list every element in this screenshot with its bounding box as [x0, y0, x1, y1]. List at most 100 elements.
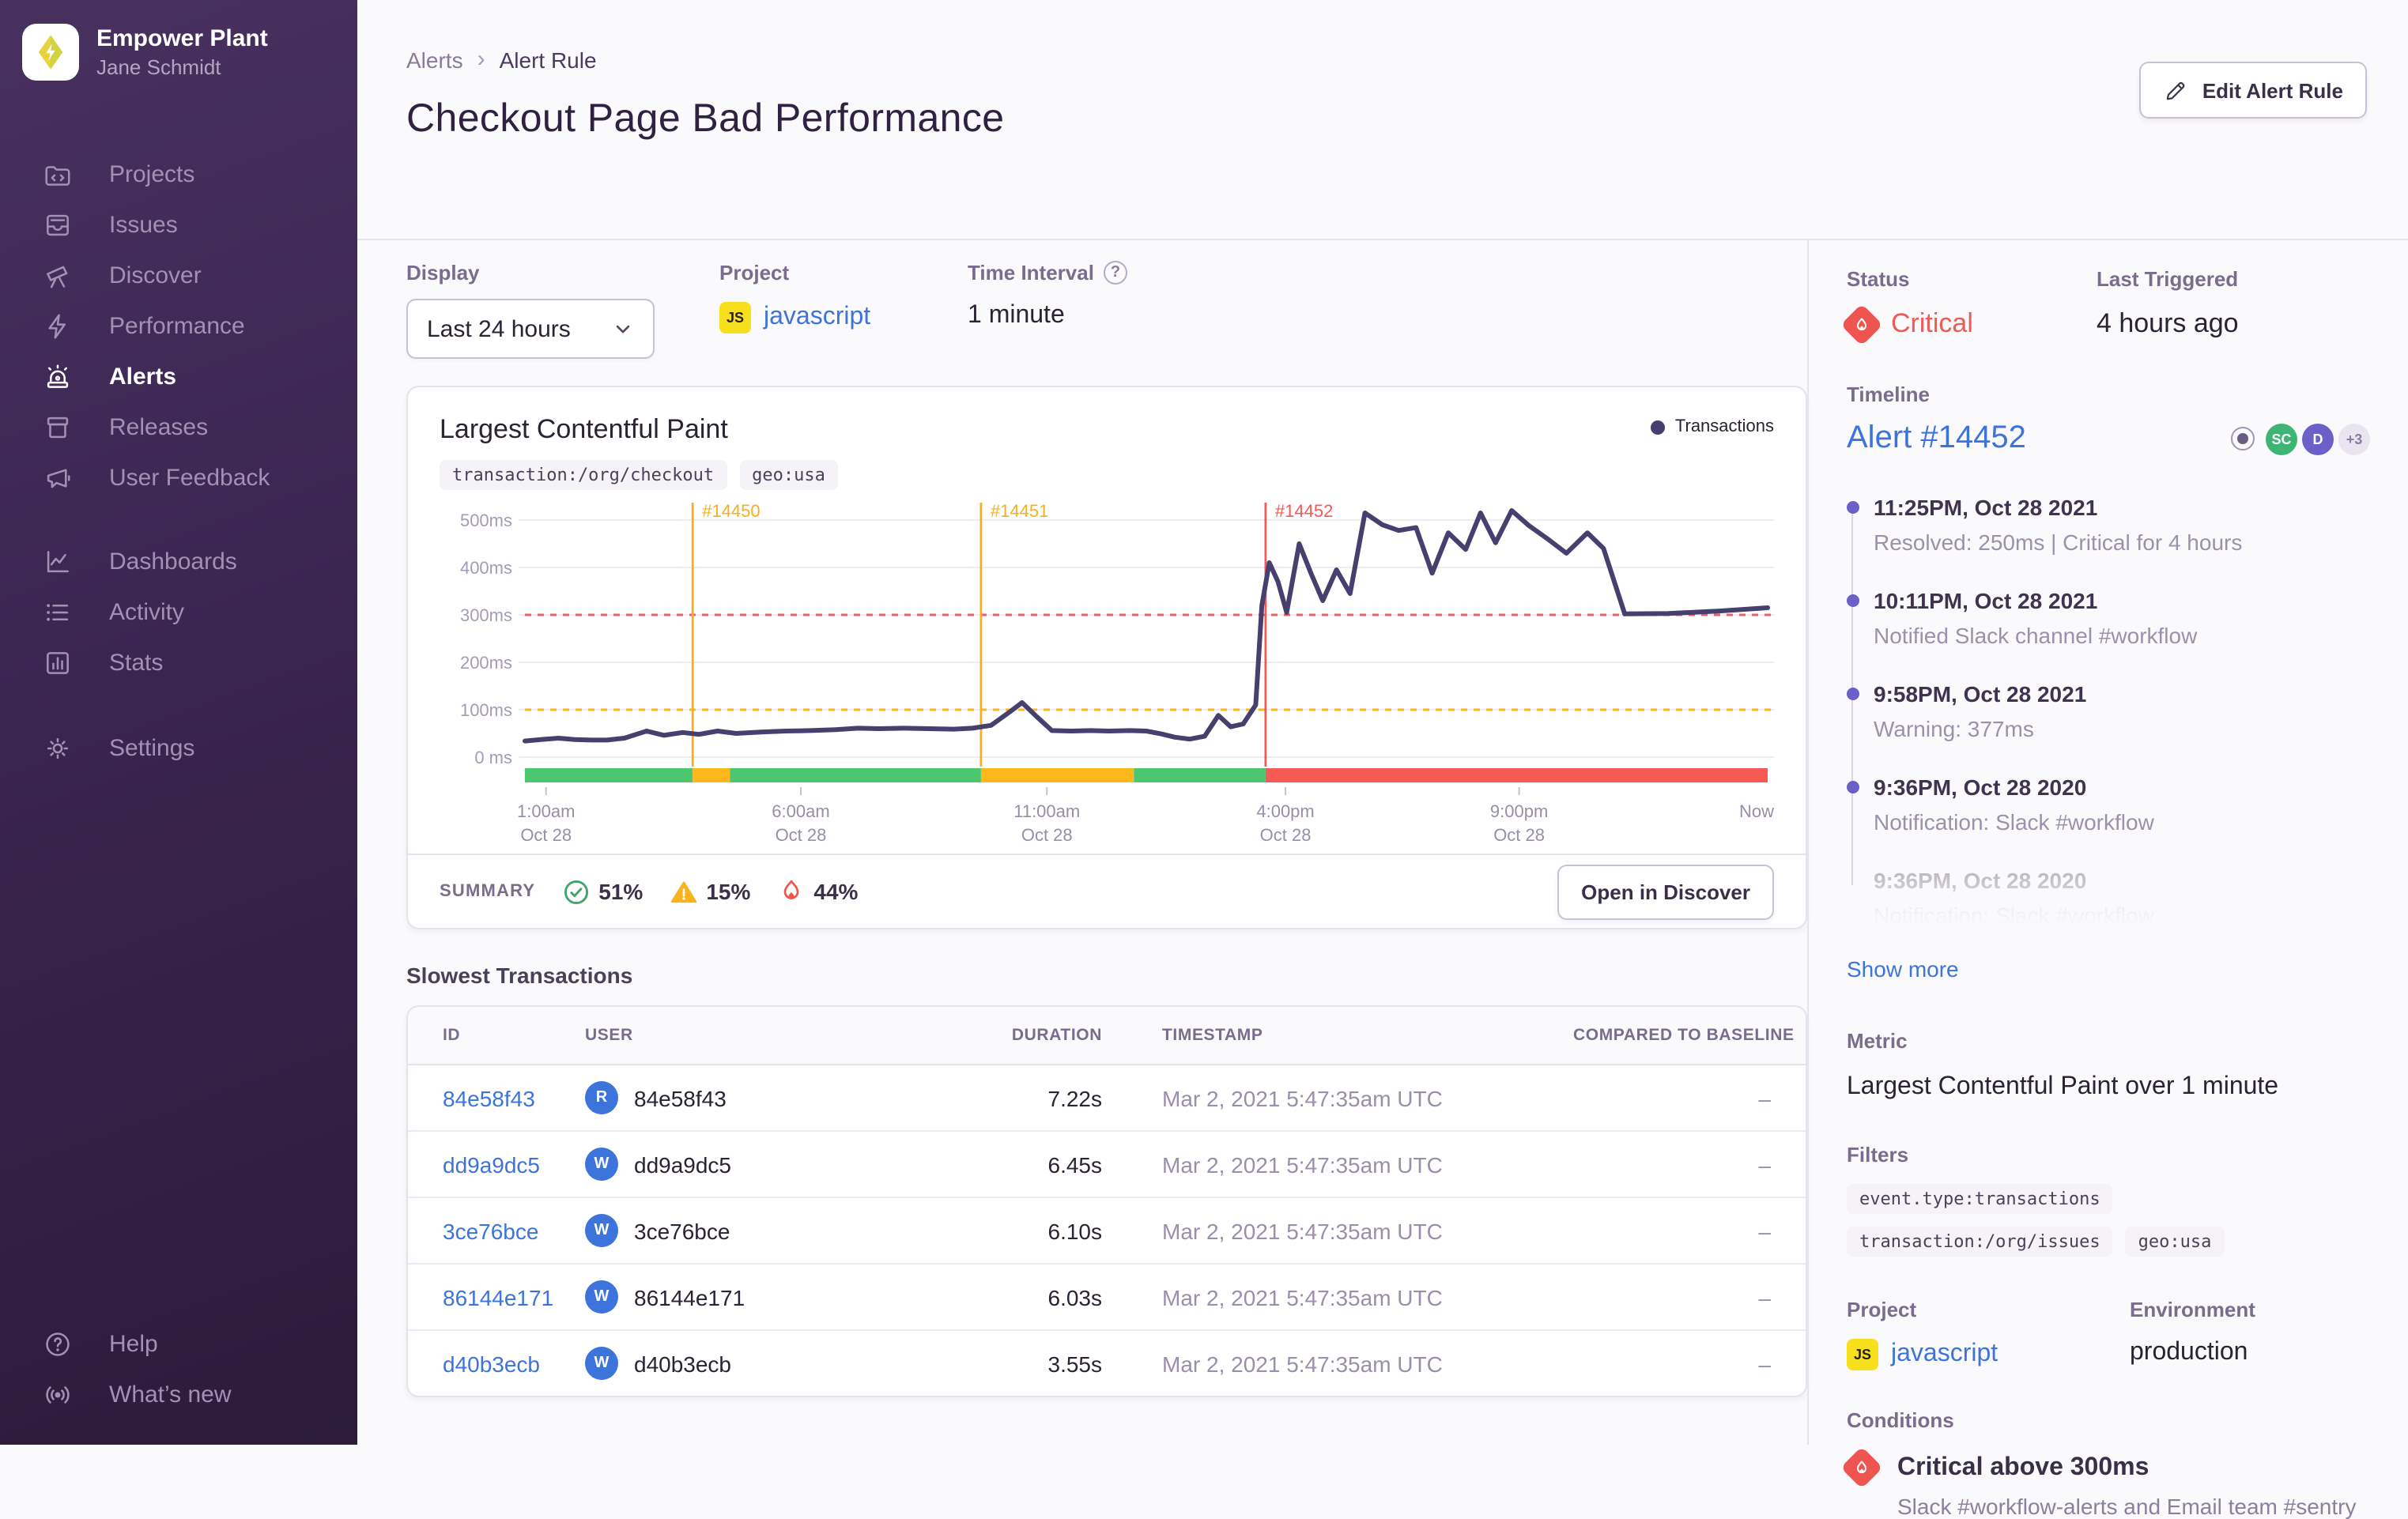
timeline-entry-desc: Notification: Slack #workflow: [1874, 903, 2154, 928]
project-detail-label: Project: [1847, 1298, 1917, 1321]
sidebar-item-label: Stats: [109, 649, 164, 676]
project-block: Project JS javascript: [1847, 1298, 2130, 1370]
time-interval-value: 1 minute: [968, 302, 1065, 329]
summary-label: SUMMARY: [440, 882, 536, 901]
svg-text:6:00am: 6:00am: [772, 801, 829, 821]
metric-value: Largest Contentful Paint over 1 minute: [1847, 1073, 2279, 1100]
timestamp-value: Mar 2, 2021 5:47:35am UTC: [1162, 1218, 1443, 1243]
status-label: Status: [1847, 267, 1910, 291]
user-id: dd9a9dc5: [634, 1152, 732, 1177]
open-in-discover-button[interactable]: Open in Discover: [1557, 864, 1774, 919]
sidebar-item-user-feedback[interactable]: User Feedback: [0, 452, 357, 503]
transaction-id-link[interactable]: 86144e171: [443, 1284, 554, 1310]
summary-critical: 44%: [777, 878, 858, 905]
slowest-transactions-heading: Slowest Transactions: [406, 963, 633, 988]
timeline-entry: 9:36PM, Oct 28 2020 Notification: Slack …: [1847, 770, 2370, 839]
siren-icon: [47, 364, 69, 387]
lcp-line-chart: 0 ms 100ms 200ms 300ms 400ms 500ms #14450 #1445…: [460, 501, 1774, 845]
pencil-icon: [2166, 81, 2185, 100]
transaction-id-link[interactable]: 3ce76bce: [443, 1218, 539, 1243]
time-interval-label: Time Interval: [968, 261, 1094, 285]
sidebar-item-label: Dashboards: [109, 548, 237, 575]
user-id: d40b3ecb: [634, 1351, 732, 1376]
filter-tag: transaction:/org/issues: [1847, 1227, 2113, 1257]
sidebar-item-label: Settings: [109, 734, 195, 761]
transaction-id-link[interactable]: dd9a9dc5: [443, 1152, 541, 1177]
archive-icon: [47, 416, 69, 438]
timeline-dot: [1847, 688, 1859, 700]
bar-chart-icon: [47, 651, 69, 673]
chart-summary-row: SUMMARY 51% 15% 44%: [408, 854, 1806, 928]
user-id: 3ce76bce: [634, 1218, 730, 1243]
slowest-transactions-table: ID USER DURATION TIMESTAMP COMPARED TO B…: [406, 1005, 1807, 1397]
timeline-dot: [1847, 594, 1859, 607]
show-more-link[interactable]: Show more: [1847, 956, 1959, 982]
transaction-id-link[interactable]: d40b3ecb: [443, 1351, 541, 1376]
status-value: Critical: [1891, 308, 1973, 338]
sidebar-item-discover[interactable]: Discover: [0, 250, 357, 300]
avatar-overflow-count[interactable]: +3: [2338, 423, 2370, 454]
timeline-entry-time: 9:58PM, Oct 28 2021: [1874, 681, 2087, 707]
alert-14452-link[interactable]: Alert #14452: [1847, 420, 2026, 455]
empower-plant-logo-icon: [38, 35, 63, 70]
sidebar-item-performance[interactable]: Performance: [0, 300, 357, 351]
sidebar-item-help[interactable]: Help: [0, 1318, 357, 1369]
timeline-entry-time: 9:36PM, Oct 28 2020: [1874, 868, 2087, 893]
sidebar-item-alerts[interactable]: Alerts: [0, 351, 357, 401]
question-circle-icon: [46, 1332, 70, 1355]
timeline-entry: 11:25PM, Oct 28 2021 Resolved: 250ms | C…: [1847, 490, 2370, 560]
condition-row: Critical above 300ms: [1840, 1446, 2370, 1489]
svg-text:200ms: 200ms: [460, 653, 512, 673]
help-circle-icon[interactable]: ?: [1103, 261, 1127, 285]
sidebar-item-projects[interactable]: Projects: [0, 149, 357, 199]
breadcrumb-alerts[interactable]: Alerts: [406, 47, 463, 72]
sidebar-item-stats[interactable]: Stats: [0, 637, 357, 688]
chevron-right-icon: ›: [477, 46, 485, 73]
project-javascript-link[interactable]: javascript: [764, 303, 871, 330]
main-content: Alerts › Alert Rule Checkout Page Bad Pe…: [357, 0, 2408, 1519]
sidebar-item-settings[interactable]: Settings: [0, 722, 357, 773]
critical-flame-icon: [1840, 303, 1883, 345]
svg-text:Oct 28: Oct 28: [1021, 825, 1073, 845]
chart-title: Largest Contentful Paint: [440, 414, 728, 444]
edit-alert-rule-button[interactable]: Edit Alert Rule: [2138, 62, 2367, 119]
sidebar-item-issues[interactable]: Issues: [0, 199, 357, 250]
projects-icon: [45, 165, 70, 185]
transaction-id-link[interactable]: 84e58f43: [443, 1085, 535, 1110]
environment-block: Environment production: [2130, 1298, 2255, 1370]
environment-value: production: [2130, 1339, 2248, 1366]
sidebar-item-whats-new[interactable]: What’s new: [0, 1369, 357, 1419]
svg-text:Now: Now: [1739, 801, 1774, 821]
chart-tag-row: transaction:/org/checkout geo:usa: [440, 460, 1774, 490]
timeline-entry: 10:11PM, Oct 28 2021 Notified Slack chan…: [1847, 583, 2370, 653]
content-area: Display Last 24 hours Project JS javascr…: [357, 240, 2408, 1519]
timestamp-value: Mar 2, 2021 5:47:35am UTC: [1162, 1284, 1443, 1310]
user-name: Jane Schmidt: [96, 55, 221, 79]
svg-text:4:00pm: 4:00pm: [1256, 801, 1314, 821]
lcp-chart-card: Largest Contentful Paint transaction:/or…: [406, 386, 1807, 929]
check-circle-icon: [564, 879, 588, 904]
svg-text:500ms: 500ms: [460, 511, 512, 530]
svg-text:Oct 28: Oct 28: [1260, 825, 1312, 845]
flame-icon: [783, 879, 798, 899]
gear-icon: [47, 737, 69, 759]
sidebar-item-activity[interactable]: Activity: [0, 586, 357, 637]
project-javascript-link[interactable]: javascript: [1891, 1340, 1998, 1367]
sidebar-item-dashboards[interactable]: Dashboards: [0, 536, 357, 586]
col-duration: DURATION: [1011, 1026, 1102, 1045]
condition-description: Slack #workflow-alerts and Email team #s…: [1897, 1494, 2357, 1519]
table-header-row: ID USER DURATION TIMESTAMP COMPARED TO B…: [408, 1007, 1806, 1065]
open-in-discover-label: Open in Discover: [1581, 880, 1750, 903]
display-range-dropdown[interactable]: Last 24 hours: [406, 299, 655, 359]
sidebar: Empower Plant Jane Schmidt Projects Issu…: [0, 0, 357, 1445]
avatar-sc: SC: [2266, 423, 2297, 454]
sidebar-item-releases[interactable]: Releases: [0, 401, 357, 452]
timeline-entry-desc: Warning: 377ms: [1874, 716, 2034, 741]
timeline-dot: [1847, 781, 1859, 793]
page-header: Alerts › Alert Rule Checkout Page Bad Pe…: [357, 0, 2408, 240]
status-block: Status Critical: [1840, 267, 2097, 345]
project-value-row: JS javascript: [719, 302, 968, 334]
org-switcher[interactable]: Empower Plant Jane Schmidt: [0, 0, 357, 104]
chevron-down-icon: [616, 325, 630, 334]
